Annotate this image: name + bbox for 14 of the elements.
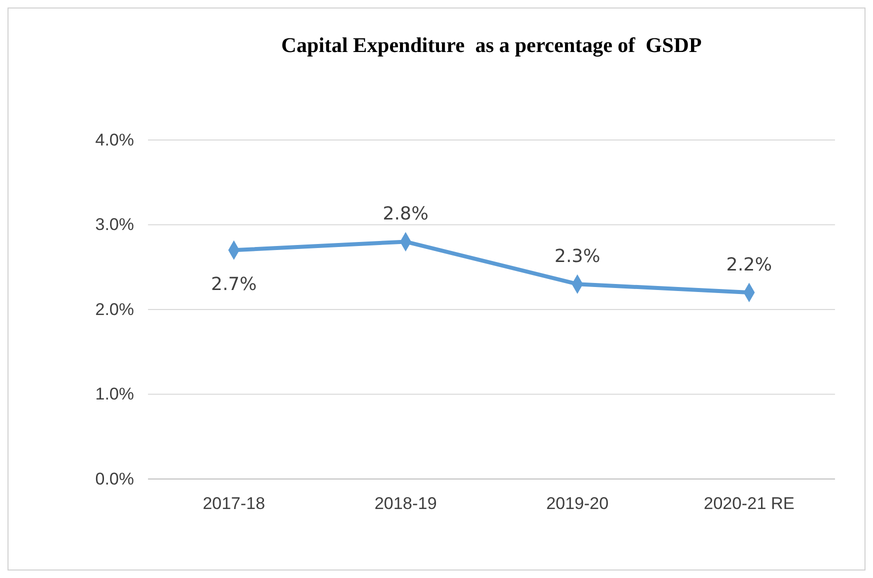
y-tick-label: 0.0% bbox=[95, 469, 134, 488]
x-tick-label: 2017-18 bbox=[202, 494, 266, 514]
x-tick-label: 2018-19 bbox=[374, 494, 437, 514]
data-label: 2.7% bbox=[211, 274, 257, 296]
y-tick-label: 2.0% bbox=[95, 300, 134, 319]
chart-title: Capital Expenditure as a percentage of GSDP bbox=[281, 33, 702, 57]
x-tick-label: 2019-20 bbox=[546, 494, 609, 514]
data-label: 2.3% bbox=[554, 246, 600, 268]
y-tick-label: 1.0% bbox=[95, 384, 134, 404]
y-tick-label: 4.0% bbox=[95, 130, 134, 150]
data-label: 2.8% bbox=[382, 204, 428, 225]
x-tick-label: 2020-21 RE bbox=[704, 494, 794, 514]
data-label: 2.2% bbox=[726, 254, 772, 276]
y-tick-label: 3.0% bbox=[95, 215, 134, 234]
